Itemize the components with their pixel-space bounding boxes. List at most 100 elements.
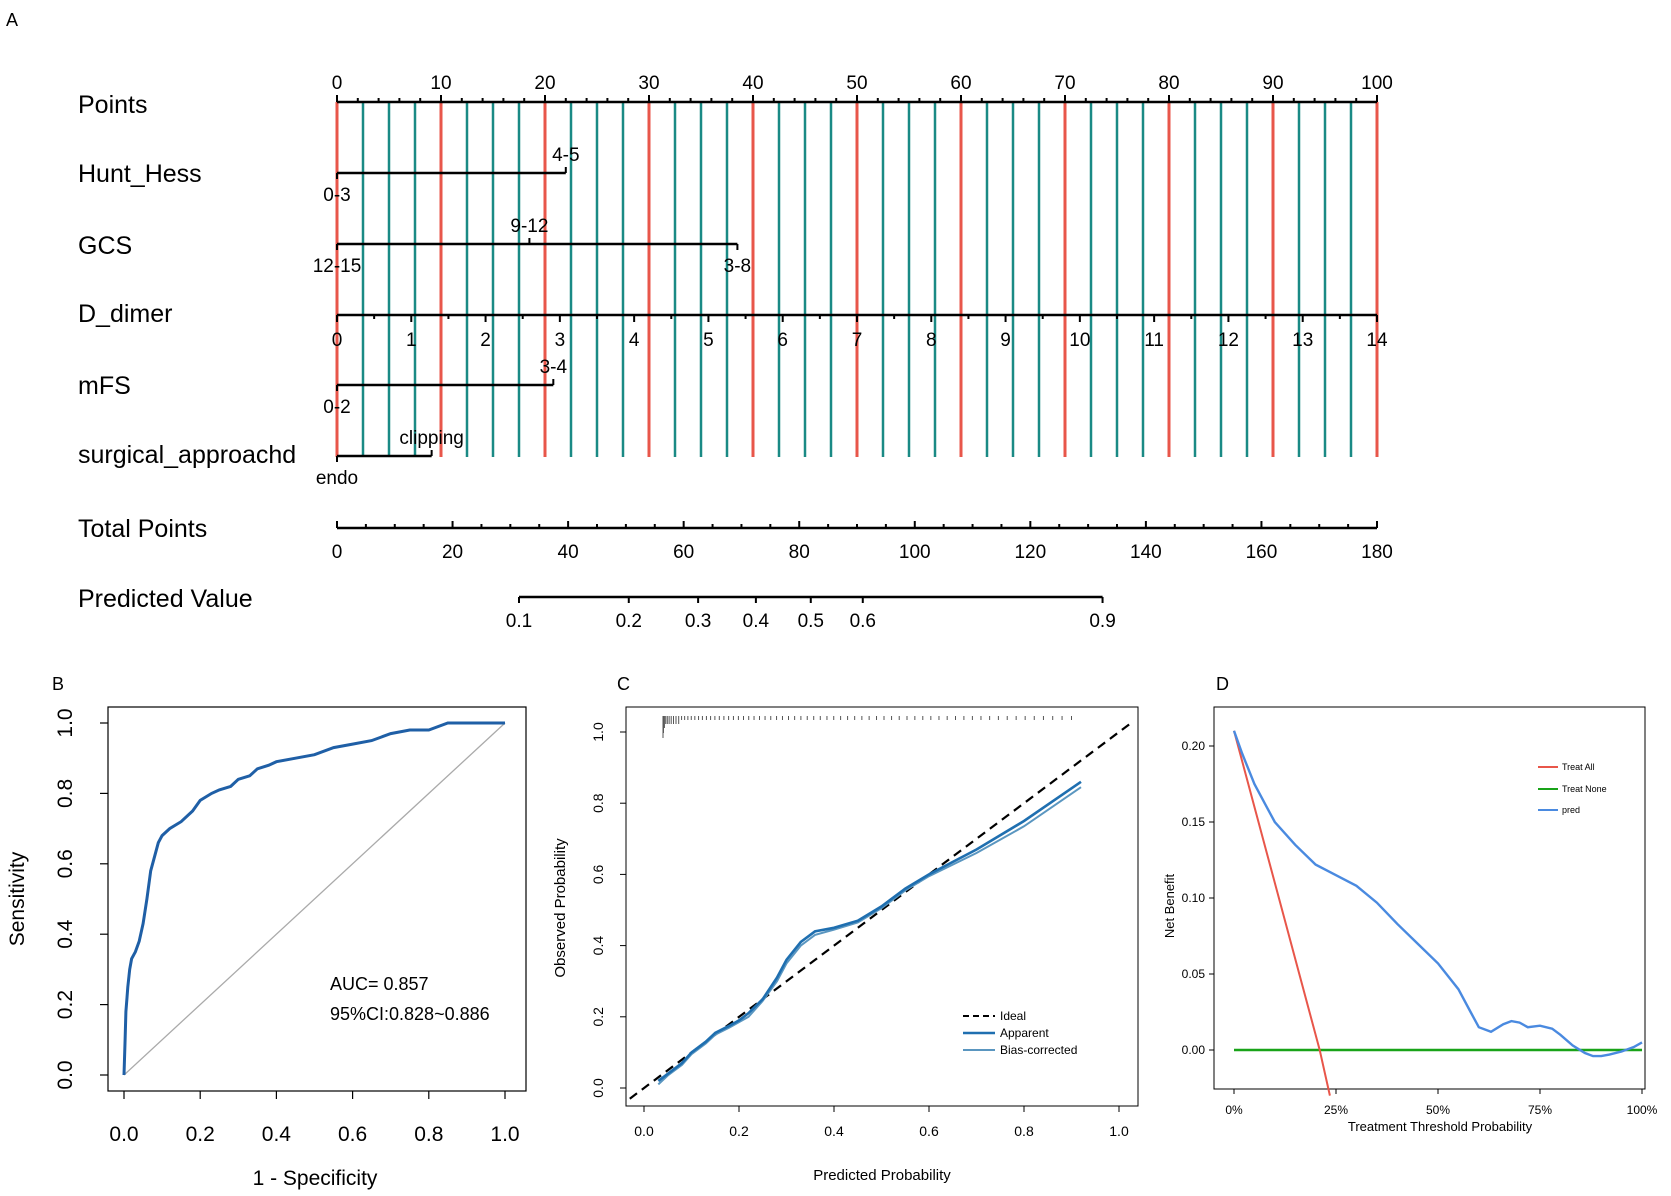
total-points-tick-label: 100 [899,542,931,563]
calibration-y-tick-label: 0.6 [590,864,606,884]
calibration-y-tick-label: 0.2 [590,1007,606,1027]
calibration-legend: Ideal Apparent Bias-corrected [963,1009,1077,1057]
decision-x-tick-label: 0% [1225,1103,1243,1117]
calibration-y-tick-label: 0.4 [590,936,606,956]
row-label-gcs: GCS [78,232,132,260]
roc-xlabel: 1 - Specificity [253,1167,378,1190]
decision-x-tick-label: 100% [1627,1103,1658,1117]
total-points-tick-label: 180 [1361,542,1393,563]
roc-curve [122,721,505,1076]
calibration-y-tick-label: 0.8 [590,793,606,813]
decision-y-tick-label: 0.15 [1182,815,1206,829]
roc-y-tick-label: 0.8 [54,779,77,808]
calibration-x-tick-label: 0.0 [634,1123,654,1139]
total-points-tick-label: 40 [558,542,579,563]
roc-x-tick-label: 0.2 [186,1123,215,1146]
calibration-bias-line [657,786,1082,1086]
total-points-tick-label: 160 [1246,542,1278,563]
points-tick-label: 100 [1361,73,1393,94]
points-tick-label: 10 [430,73,451,94]
calibration-x-tick-label: 0.8 [1014,1123,1034,1139]
decision-x-tick-label: 50% [1426,1103,1450,1117]
points-tick-label: 20 [534,73,555,94]
predicted-tick-label: 0.6 [850,611,876,632]
d-dimer-tick-label: 7 [852,330,863,351]
row-label-mfs: mFS [78,372,131,400]
d-dimer-tick-label: 4 [629,330,640,351]
variable-level-label: 12-15 [313,256,362,277]
calibration-rug [662,716,1072,738]
roc-auc: AUC= 0.857 [330,974,429,994]
d-dimer-tick-label: 5 [703,330,714,351]
roc-y-tick-label: 0.0 [54,1060,77,1089]
variable-level-label: endo [316,468,358,489]
decision-x-tick-label: 25% [1324,1103,1348,1117]
roc-y-tick-label: 0.6 [54,849,77,878]
roc-reference-line [123,722,506,1076]
total-points-tick-label: 140 [1130,542,1162,563]
roc-y-tick-label: 0.2 [54,990,77,1019]
legend-pred: pred [1562,805,1580,815]
variable-level-label: 0-3 [323,185,350,206]
roc-y-tick-label: 1.0 [54,708,77,737]
d-dimer-tick-label: 14 [1366,330,1388,351]
decision-y-tick-label: 0.10 [1182,891,1206,905]
d-dimer-tick-label: 3 [555,330,566,351]
nomogram-grid [335,102,1379,457]
total-points-tick-label: 0 [332,542,343,563]
predicted-tick-label: 0.4 [743,611,770,632]
calibration-x-tick-label: 0.2 [729,1123,749,1139]
decision-treat-all-line [1233,730,1331,1096]
d-dimer-tick-label: 0 [332,330,343,351]
legend-bias-corrected: Bias-corrected [1000,1043,1077,1057]
roc-x-tick-label: 0.0 [109,1123,138,1146]
points-tick-label: 40 [742,73,763,94]
d-dimer-tick-label: 6 [777,330,788,351]
decision-x-tick-label: 75% [1528,1103,1552,1117]
row-label-d-dimer: D_dimer [78,300,172,328]
points-tick-label: 70 [1054,73,1075,94]
roc-ticks: 0.0 0.2 0.4 0.6 0.8 1.0 0.0 0.2 0.4 0.6 0.8 1.0 [54,708,520,1146]
calibration-x-tick-label: 0.6 [919,1123,939,1139]
calibration-plot: 0.0 0.2 0.4 0.6 0.8 1.0 0.0 0.2 0.4 0.6 0.8 1.0 Pre… [552,706,1139,1184]
variable-level-label: clipping [399,428,463,449]
variable-level-label: 3-4 [540,357,568,378]
row-label-points: Points [78,91,147,119]
panel-label-d: D [1216,674,1229,694]
points-tick-label: 0 [332,73,343,94]
roc-lines [122,721,506,1076]
total-points-tick-label: 20 [442,542,463,563]
roc-x-tick-label: 0.8 [414,1123,443,1146]
nomogram: Points Hunt_Hess GCS D_dimer mFS surgica… [78,73,1393,632]
row-label-predicted-value: Predicted Value [78,585,253,613]
row-label-hunt-hess: Hunt_Hess [78,160,202,188]
decision-pred-line [1232,730,1643,1058]
decision-y-tick-label: 0.05 [1182,967,1206,981]
legend-treat-none: Treat None [1562,784,1607,794]
d-dimer-tick-label: 13 [1292,330,1313,351]
d-dimer-tick-label: 1 [406,330,417,351]
points-tick-label: 50 [846,73,867,94]
d-dimer-tick-label: 9 [1000,330,1011,351]
points-tick-label: 80 [1158,73,1179,94]
roc-x-tick-label: 1.0 [490,1123,519,1146]
roc-x-tick-label: 0.6 [338,1123,367,1146]
decision-ticks: 0% 25% 50% 75% 100% 0.00 0.05 0.10 0.15 0.20 [1182,739,1658,1117]
d-dimer-tick-label: 10 [1069,330,1090,351]
roc-ylabel: Sensitivity [6,851,29,946]
calibration-y-tick-label: 1.0 [590,722,606,742]
panel-label-c: C [617,674,630,694]
nomogram-axes: 0 10 20 30 40 50 60 70 80 90 1000-34-512-159-123-8… [313,73,1393,632]
roc-x-tick-label: 0.4 [262,1123,292,1146]
total-points-tick-label: 120 [1014,542,1046,563]
calibration-y-tick-label: 0.0 [590,1078,606,1098]
decision-lines [1232,730,1643,1096]
decision-legend: Treat All Treat None pred [1538,762,1607,815]
calibration-frame [625,706,1139,1107]
row-label-surgical-approach: surgical_approachd [78,441,296,469]
d-dimer-tick-label: 11 [1144,330,1164,351]
row-label-total-points: Total Points [78,515,207,543]
variable-level-label: 9-12 [510,216,548,237]
decision-y-tick-label: 0.00 [1182,1043,1206,1057]
